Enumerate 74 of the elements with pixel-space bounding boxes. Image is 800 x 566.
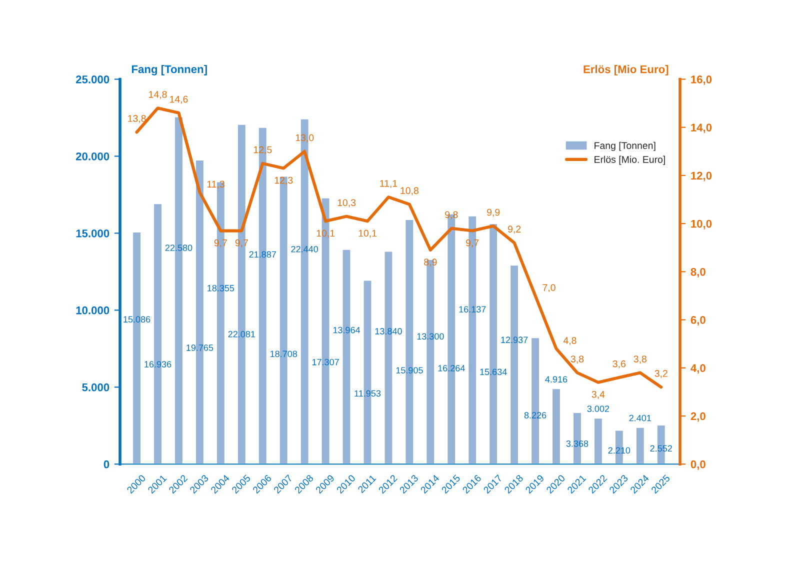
y2-tick-label: 14,0: [691, 124, 712, 134]
data-label: 3,4: [592, 390, 605, 399]
data-label: 10,8: [400, 187, 418, 196]
data-label: 9,9: [487, 208, 500, 217]
data-label: 15.905: [396, 367, 423, 374]
data-label: 9,2: [508, 226, 521, 234]
data-label: 11.953: [354, 390, 381, 397]
data-label: 14,6: [170, 96, 188, 104]
bar: [635, 426, 646, 464]
data-label: 17.307: [312, 358, 339, 366]
y2-tick-label: 6,0: [690, 316, 706, 326]
data-label: 3,2: [654, 370, 668, 378]
data-label: 18.355: [208, 284, 234, 292]
legend-label: Fang [Tonnen]: [594, 142, 656, 151]
data-label: 9,7: [214, 239, 227, 248]
y2-tick-label: 16,0: [691, 76, 712, 85]
data-label: 12.937: [501, 336, 528, 344]
data-label: 13,8: [128, 115, 146, 124]
data-label: 22.580: [165, 244, 192, 252]
y-tick-label: 15.000: [76, 229, 110, 238]
bar: [593, 417, 604, 464]
data-label: 16.936: [144, 361, 172, 368]
data-label: 2.552: [650, 445, 672, 452]
data-label: 3,8: [570, 356, 584, 364]
data-label: 13.964: [333, 326, 360, 334]
data-label: 9,8: [445, 211, 458, 220]
data-label: 22.440: [291, 246, 318, 252]
y2-tick-label: 2,0: [690, 412, 706, 422]
data-label: 11,3: [207, 180, 224, 189]
y2-tick-label: 4,0: [690, 364, 706, 374]
y2-tick-label: 10,0: [691, 220, 712, 230]
data-label: 8,9: [424, 258, 437, 267]
data-label: 19.765: [186, 344, 214, 351]
data-label: 13,0: [296, 134, 314, 142]
data-label: 4.916: [545, 376, 568, 383]
y2-tick-label: 8,0: [690, 268, 706, 278]
y-axis-title: Fang [Tonnen]: [132, 64, 207, 76]
data-label: 10,3: [338, 199, 356, 208]
data-label: 3.002: [587, 406, 610, 412]
data-label: 10,1: [316, 230, 335, 238]
data-label: 22.081: [228, 330, 256, 338]
y2-axis-title: Erlös [Mio Euro]: [584, 65, 668, 76]
y-tick-label: 20.000: [76, 152, 110, 160]
y-tick-label: 25.000: [76, 76, 110, 84]
data-label: 2.210: [608, 447, 630, 454]
data-label: 8.226: [524, 412, 546, 418]
data-label: 12,5: [254, 146, 272, 154]
data-label: 11,1: [380, 180, 398, 188]
data-label: 12,3: [274, 176, 293, 185]
y-tick-label: 5.000: [82, 383, 110, 392]
data-label: 3,6: [612, 360, 626, 368]
data-label: 15.634: [480, 368, 507, 376]
data-label: 14,8: [149, 90, 167, 99]
legend-label: Erlös [Mio. Euro]: [594, 156, 665, 165]
data-label: 15.086: [124, 316, 150, 323]
data-label: 21.887: [249, 251, 276, 258]
data-label: 7,0: [542, 284, 556, 292]
data-label: 3.368: [566, 440, 588, 447]
data-label: 4,8: [563, 337, 576, 346]
data-label: 13.840: [375, 328, 402, 334]
data-label: 3,8: [634, 356, 646, 364]
data-label: 10,1: [358, 230, 376, 238]
data-label: 2.401: [629, 414, 652, 422]
data-label: 9,7: [466, 239, 479, 248]
data-label: 16.137: [459, 306, 486, 313]
data-label: 9,7: [235, 239, 248, 248]
y2-tick-label: 0,0: [690, 460, 706, 470]
data-label: 18.708: [270, 350, 298, 358]
data-label: 13.300: [417, 333, 444, 340]
y2-tick-label: 12,0: [691, 172, 712, 182]
y-tick-label: 10.000: [76, 306, 110, 314]
bar: [551, 388, 562, 464]
y-tick-label: 0: [104, 460, 110, 468]
data-label: 16.264: [438, 365, 465, 372]
